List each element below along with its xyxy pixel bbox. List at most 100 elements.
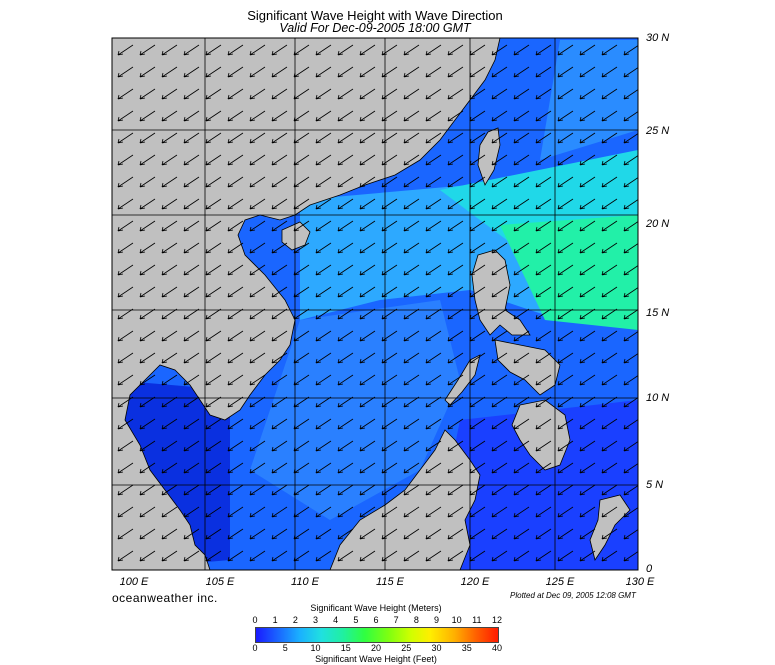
wave-arrow [425,198,442,210]
wave-arrow [579,66,596,78]
colorbar-feet-tick: 5 [282,643,288,653]
wave-arrow [227,242,244,254]
wave-arrow [447,242,464,254]
wave-arrow [557,550,574,562]
wave-arrow [623,463,638,474]
wave-arrow [381,264,398,276]
wave-arrow [557,220,574,232]
wave-arrow [227,198,244,210]
wave-arrow [139,484,156,496]
wave-arrow [139,286,156,298]
wave-arrow [425,242,442,254]
wave-arrow [601,176,618,188]
wave-arrow [359,132,376,144]
wave-arrow [337,396,354,408]
wave-arrow [337,242,354,254]
wave-arrow [623,441,638,452]
wave-arrow [139,462,156,474]
wave-arrow [513,286,530,298]
wave-arrow [601,308,618,320]
wave-arrow [623,199,638,210]
wave-arrow [227,264,244,276]
wave-arrow [337,220,354,232]
wave-arrow [293,418,310,430]
wave-arrow [205,198,222,210]
wave-arrow [403,374,420,386]
wave-arrow [315,88,332,100]
wave-arrow [161,462,178,474]
wave-arrow [337,352,354,364]
wave-arrow [161,110,178,122]
wave-arrow [579,220,596,232]
wave-arrow [601,198,618,210]
wave-arrow [469,286,486,298]
wave-arrow [491,242,508,254]
luzon-island [471,249,531,336]
wave-arrow [183,440,200,452]
wave-arrow [139,88,156,100]
wave-arrow [249,506,266,518]
wave-arrow [381,66,398,78]
wave-arrow [183,132,200,144]
wave-arrow [205,418,222,430]
wave-arrow [271,44,288,56]
wave-arrow [447,528,464,540]
wave-arrow [601,440,618,452]
wave-arrow [183,506,200,518]
wave-arrow [183,484,200,496]
wave-arrow [469,264,486,276]
wave-arrow [425,176,442,188]
wave-arrow [447,462,464,474]
wave-arrow [161,88,178,100]
wave-arrow [117,88,134,100]
wave-arrow [315,308,332,320]
wave-arrow [513,462,530,474]
wave-arrow [117,506,134,518]
colorbar-meter-tick: 11 [472,615,482,625]
lon-label: 100 E [119,576,149,588]
wave-arrow [623,265,638,276]
wave-arrow [447,484,464,496]
wave-arrow [117,484,134,496]
wave-arrow [403,528,420,540]
wave-arrow [623,45,638,56]
wave-arrow [601,484,618,496]
wave-arrow [447,88,464,100]
wave-arrow [579,462,596,474]
wave-arrow [469,242,486,254]
wave-arrow [447,506,464,518]
wave-arrow [469,132,486,144]
wave-arrow [513,484,530,496]
wave-arrow [381,110,398,122]
wave-arrow [447,198,464,210]
wave-arrow [271,528,288,540]
wave-arrow [271,286,288,298]
wave-arrow [381,154,398,166]
wave-arrow [491,418,508,430]
wave-arrow [249,418,266,430]
wave-arrow [623,551,638,562]
wave-arrow [337,88,354,100]
wave-arrow [359,242,376,254]
wave-arrow [513,440,530,452]
wave-arrow [117,330,134,342]
wave-arrow [337,154,354,166]
wave-arrow [491,88,508,100]
wave-arrow [623,507,638,518]
wave-arrow [337,528,354,540]
wave-arrow [117,44,134,56]
wave-arrow [315,286,332,298]
brand-logo: oceanweather inc. [112,591,218,605]
wave-arrow [293,66,310,78]
wave-arrow [249,264,266,276]
wave-arrow [205,264,222,276]
wave-arrow [161,286,178,298]
wave-arrow [425,396,442,408]
wave-arrow [447,396,464,408]
wave-arrow [271,132,288,144]
wave-arrow [491,330,508,342]
wave-arrow [205,154,222,166]
wave-arrow [557,88,574,100]
wave-arrow [139,374,156,386]
colorbar-meter-tick: 8 [413,615,419,625]
